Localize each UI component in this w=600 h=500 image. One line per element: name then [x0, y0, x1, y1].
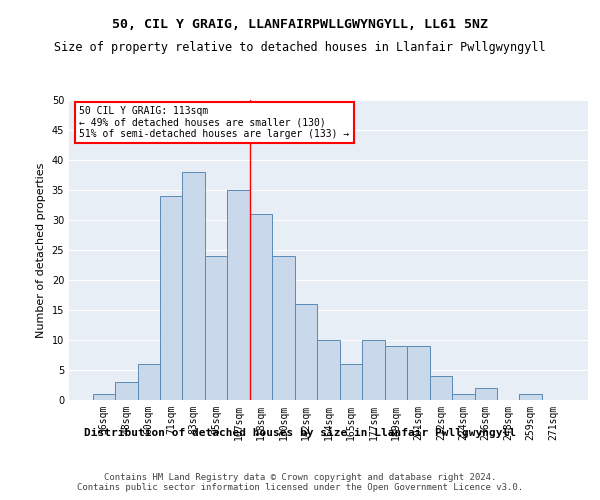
Bar: [340, 364, 362, 400]
Text: Distribution of detached houses by size in Llanfair Pwllgwyngyll: Distribution of detached houses by size …: [84, 428, 516, 438]
Y-axis label: Number of detached properties: Number of detached properties: [36, 162, 46, 338]
Text: Size of property relative to detached houses in Llanfair Pwllgwyngyll: Size of property relative to detached ho…: [54, 41, 546, 54]
Text: Contains HM Land Registry data © Crown copyright and database right 2024.
Contai: Contains HM Land Registry data © Crown c…: [77, 472, 523, 492]
Bar: [227, 190, 250, 400]
Bar: [520, 394, 542, 400]
Bar: [92, 394, 115, 400]
Bar: [385, 346, 407, 400]
Bar: [250, 214, 272, 400]
Bar: [475, 388, 497, 400]
Bar: [205, 256, 227, 400]
Bar: [317, 340, 340, 400]
Bar: [115, 382, 137, 400]
Bar: [137, 364, 160, 400]
Bar: [452, 394, 475, 400]
Bar: [407, 346, 430, 400]
Bar: [430, 376, 452, 400]
Bar: [295, 304, 317, 400]
Text: 50 CIL Y GRAIG: 113sqm
← 49% of detached houses are smaller (130)
51% of semi-de: 50 CIL Y GRAIG: 113sqm ← 49% of detached…: [79, 106, 350, 139]
Bar: [182, 172, 205, 400]
Bar: [362, 340, 385, 400]
Bar: [272, 256, 295, 400]
Text: 50, CIL Y GRAIG, LLANFAIRPWLLGWYNGYLL, LL61 5NZ: 50, CIL Y GRAIG, LLANFAIRPWLLGWYNGYLL, L…: [112, 18, 488, 30]
Bar: [160, 196, 182, 400]
